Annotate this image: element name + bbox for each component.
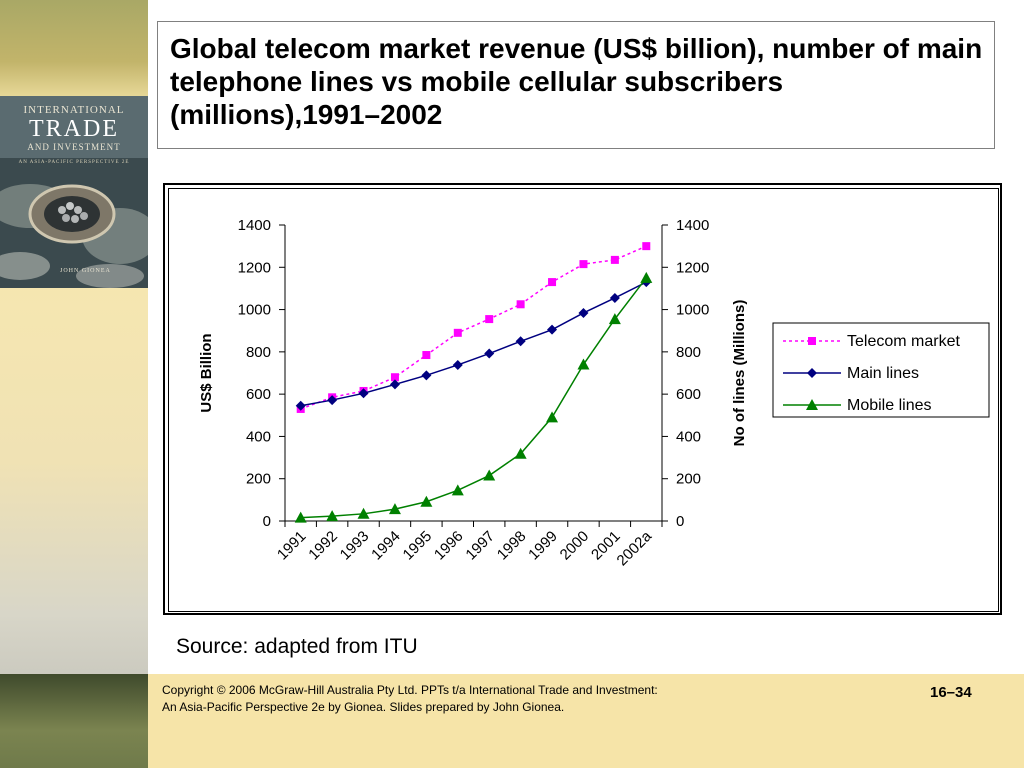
main-lines-point	[295, 400, 306, 411]
mobile-lines-point	[420, 495, 433, 507]
mobile-lines-point	[451, 484, 464, 496]
mobile-lines-point	[483, 469, 496, 481]
legend-main-lines-label: Main lines	[847, 365, 919, 382]
telecom-market-point	[610, 255, 619, 264]
chart-frame: 0 0 200 200 400 400 600 600 800 800 1000 1000 1200 12…	[163, 183, 1002, 615]
telecom-market-point	[548, 278, 557, 287]
copyright-text: Copyright © 2006 McGraw-Hill Australia P…	[162, 682, 658, 716]
cover-line2: TRADE	[29, 116, 119, 142]
legend-mobile-lines-marker	[806, 399, 818, 410]
telecom-market-point	[453, 328, 462, 337]
x-tick-label: 1999	[525, 528, 561, 564]
main-lines-point	[421, 370, 432, 381]
left-y-tick-label: 1000	[238, 302, 271, 319]
left-y-tick-label: 400	[246, 428, 271, 445]
legend-main-lines-marker	[807, 368, 817, 378]
mobile-lines-point	[546, 411, 559, 423]
telecom-market-point	[485, 315, 494, 324]
right-y-tick-label: 0	[676, 513, 684, 530]
x-tick-label: 1998	[494, 528, 530, 564]
cover-line1: INTERNATIONAL	[23, 104, 125, 116]
right-y-tick-label: 400	[676, 428, 701, 445]
left-y-tick-label: 800	[246, 344, 271, 361]
x-tick-label: 1995	[400, 528, 436, 564]
mobile-lines-point	[514, 447, 527, 459]
mobile-lines-point	[640, 271, 653, 283]
source-note: Source: adapted from ITU	[176, 635, 418, 658]
footer-band	[148, 674, 1024, 768]
right-y-axis-title: No of lines (Millions)	[731, 300, 748, 447]
x-tick-label: 1996	[431, 528, 467, 564]
telecom-market-point	[579, 260, 588, 269]
right-y-tick-label: 1400	[676, 217, 709, 234]
mobile-lines-point	[294, 511, 307, 523]
cover-author: JOHN GIONEA	[60, 268, 111, 274]
footer-left-dark	[0, 674, 148, 768]
x-tick-label: 1997	[462, 528, 498, 564]
telecom-market-series-line	[300, 245, 647, 410]
left-y-tick-label: 1200	[238, 259, 271, 276]
right-y-tick-label: 1000	[676, 302, 709, 319]
main-lines-point	[327, 395, 338, 406]
legend-telecom-market-label: Telecom market	[847, 333, 960, 350]
line-chart: 0 0 200 200 400 400 600 600 800 800 1000 1000 1200 12…	[198, 217, 990, 569]
legend-mobile-lines-label: Mobile lines	[847, 397, 931, 414]
mobile-lines-point	[608, 313, 621, 325]
mobile-lines-point	[326, 510, 339, 522]
chart-inner-frame	[168, 188, 999, 612]
left-y-tick-label: 1400	[238, 217, 271, 234]
main-lines-point	[515, 336, 526, 347]
left-y-tick-label: 600	[246, 386, 271, 403]
main-lines-point	[547, 324, 558, 335]
main-lines-point	[578, 307, 589, 318]
telecom-market-point	[516, 300, 525, 309]
x-tick-label: 1993	[337, 528, 373, 564]
mobile-lines-point	[577, 358, 590, 370]
slide-number: 16–34	[930, 684, 972, 701]
right-y-tick-label: 800	[676, 344, 701, 361]
left-y-tick-label: 0	[263, 513, 271, 530]
copyright-line1: Copyright © 2006 McGraw-Hill Australia P…	[162, 683, 658, 697]
right-y-tick-label: 1200	[676, 259, 709, 276]
main-lines-point	[609, 292, 620, 303]
main-lines-point	[452, 359, 463, 370]
main-lines-point	[484, 348, 495, 359]
cover-shell-illustration	[0, 184, 148, 288]
telecom-market-point	[422, 351, 431, 360]
mobile-lines-series-line	[300, 277, 647, 519]
cover-line3: AND INVESTMENT	[27, 142, 121, 152]
book-cover-image: INTERNATIONAL TRADE AND INVESTMENT AN AS…	[0, 96, 148, 288]
telecom-market-point	[390, 373, 399, 382]
main-lines-point	[358, 388, 369, 399]
telecom-market-point	[642, 242, 651, 251]
cover-line4: AN ASIA-PACIFIC PERSPECTIVE 2E	[18, 160, 130, 165]
x-tick-label: 1991	[274, 528, 310, 564]
title-box: Global telecom market revenue (US$ billi…	[157, 21, 995, 149]
legend-telecom-market-marker	[808, 337, 816, 345]
copyright-line2: An Asia-Pacific Perspective 2e by Gionea…	[162, 700, 565, 714]
left-y-tick-label: 200	[246, 471, 271, 488]
mobile-lines-point	[357, 507, 370, 519]
left-y-axis-title: US$ Billion	[198, 333, 215, 412]
x-tick-label: 1994	[368, 528, 404, 564]
mobile-lines-point	[388, 503, 401, 515]
right-y-tick-label: 200	[676, 471, 701, 488]
right-y-tick-label: 600	[676, 386, 701, 403]
slide-title: Global telecom market revenue (US$ billi…	[170, 33, 983, 130]
x-tick-label: 1992	[305, 528, 341, 564]
x-tick-label: 2002a	[614, 527, 656, 569]
main-lines-series-line	[300, 281, 647, 407]
main-lines-point	[389, 379, 400, 390]
x-tick-label: 2000	[557, 528, 593, 564]
cover-title-band	[0, 96, 148, 158]
